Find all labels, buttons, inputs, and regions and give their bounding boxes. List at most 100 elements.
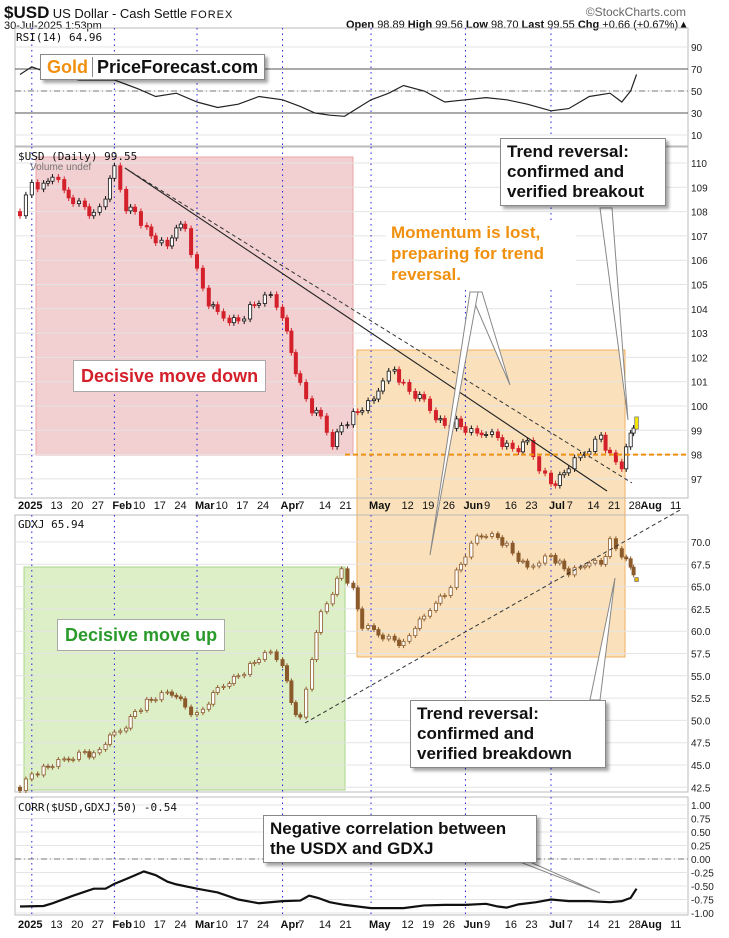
candle-body	[82, 200, 87, 208]
usd-candle	[330, 429, 335, 450]
usd-candle	[619, 458, 624, 472]
x-tick-label: Jul	[549, 500, 565, 512]
candle-body	[608, 449, 613, 454]
usd-candle	[215, 301, 220, 315]
gdxj-candle	[366, 623, 371, 631]
green-zone	[23, 566, 346, 791]
candle-body	[537, 456, 542, 472]
usd-candle	[138, 208, 143, 229]
usd-candle	[479, 429, 484, 438]
x-tick-label: 10	[216, 500, 228, 512]
gdxj-candle	[553, 552, 558, 566]
gdxj-candle	[438, 593, 443, 606]
candle-body	[165, 239, 170, 247]
candle-body	[50, 766, 55, 769]
y-tick-label: 70	[691, 65, 703, 76]
x-tick-label: May	[369, 500, 391, 512]
candle-body	[200, 708, 205, 714]
candle-body	[428, 398, 433, 411]
gdxj-candle	[392, 633, 397, 643]
symbol: $USD	[4, 3, 50, 22]
candle-body	[298, 373, 303, 383]
candle-body	[422, 394, 427, 400]
candle-body	[144, 225, 149, 228]
candle-body	[345, 424, 350, 427]
gdxj-candle	[41, 763, 46, 778]
gdxj-candle	[149, 696, 154, 703]
x-tick-label: 21	[608, 500, 620, 512]
gdxj-candle	[469, 540, 474, 560]
candle-body	[631, 427, 636, 434]
usd-candle	[520, 438, 525, 455]
candle-body	[284, 317, 289, 332]
y-tick-label: 60.0	[691, 627, 711, 638]
candle-body	[562, 472, 567, 476]
gdxj-candle	[50, 764, 55, 770]
usd-candle	[417, 391, 422, 402]
gdxj-candle	[29, 771, 34, 782]
usd-candle	[248, 301, 253, 323]
x-tick-label: Jun	[463, 500, 483, 512]
usd-candle	[628, 429, 633, 450]
usd-candle	[401, 379, 406, 386]
gdxj-candle	[401, 638, 406, 649]
candle-body	[401, 640, 406, 647]
gdxj-candle	[407, 633, 412, 644]
candle-body	[178, 696, 183, 700]
usd-candle	[314, 407, 319, 417]
candle-body	[459, 563, 464, 571]
gdxj-candle	[236, 673, 241, 679]
orange-zone	[356, 349, 626, 658]
candle-body	[355, 411, 360, 413]
gdxj-candle	[107, 732, 112, 747]
usd-candle	[231, 314, 236, 326]
candle-body	[438, 418, 443, 421]
candle-body	[335, 577, 340, 595]
candle-body	[407, 382, 412, 392]
y-tick-label: 52.5	[691, 694, 711, 705]
candle-body	[351, 411, 356, 426]
usd-candle	[118, 162, 123, 193]
candle-body	[339, 568, 344, 579]
x-tick-label: 21	[340, 500, 352, 512]
gdxj-candle	[35, 771, 40, 778]
usd-candle	[274, 291, 279, 311]
usd-candle	[194, 251, 199, 272]
breakout-callout: Trend reversal: confirmed and verified b…	[500, 138, 666, 206]
gdxj-candle	[371, 623, 376, 633]
candle-body	[562, 560, 567, 570]
usd-candle	[280, 304, 285, 321]
candle-body	[183, 223, 188, 230]
x-tick-label: 19	[422, 500, 434, 512]
gdxj-candle	[97, 746, 102, 756]
usd-candle	[345, 421, 350, 429]
candle-body	[537, 562, 542, 567]
usd-candle	[41, 180, 46, 193]
x-tick-label: 24	[174, 500, 186, 512]
candle-body	[566, 568, 571, 576]
gdxj-legend: GDXJ 65.94	[18, 518, 85, 531]
usd-candle	[339, 422, 344, 435]
gdxj-candle	[510, 540, 515, 556]
candle-body	[489, 431, 494, 435]
usd-candle	[603, 432, 608, 454]
usd-candle	[87, 203, 92, 219]
candle-body	[77, 200, 82, 204]
gdxj-candle	[335, 575, 340, 597]
candle-body	[310, 659, 315, 690]
candle-body	[200, 267, 205, 289]
candle-body	[413, 391, 418, 399]
usd-candle	[562, 469, 567, 478]
usd-candle	[133, 203, 138, 215]
candle-body	[500, 437, 505, 447]
usd-candle	[366, 397, 371, 414]
gdxj-candle	[324, 601, 329, 615]
usd-candle	[144, 222, 149, 231]
x-tick-label: 24	[257, 919, 269, 931]
x-tick-label: 12	[402, 500, 414, 512]
candle-body	[71, 197, 76, 204]
gdxj-candle	[475, 533, 480, 546]
candle-body	[553, 483, 558, 486]
candle-body	[516, 448, 521, 453]
candle-body	[619, 461, 624, 470]
